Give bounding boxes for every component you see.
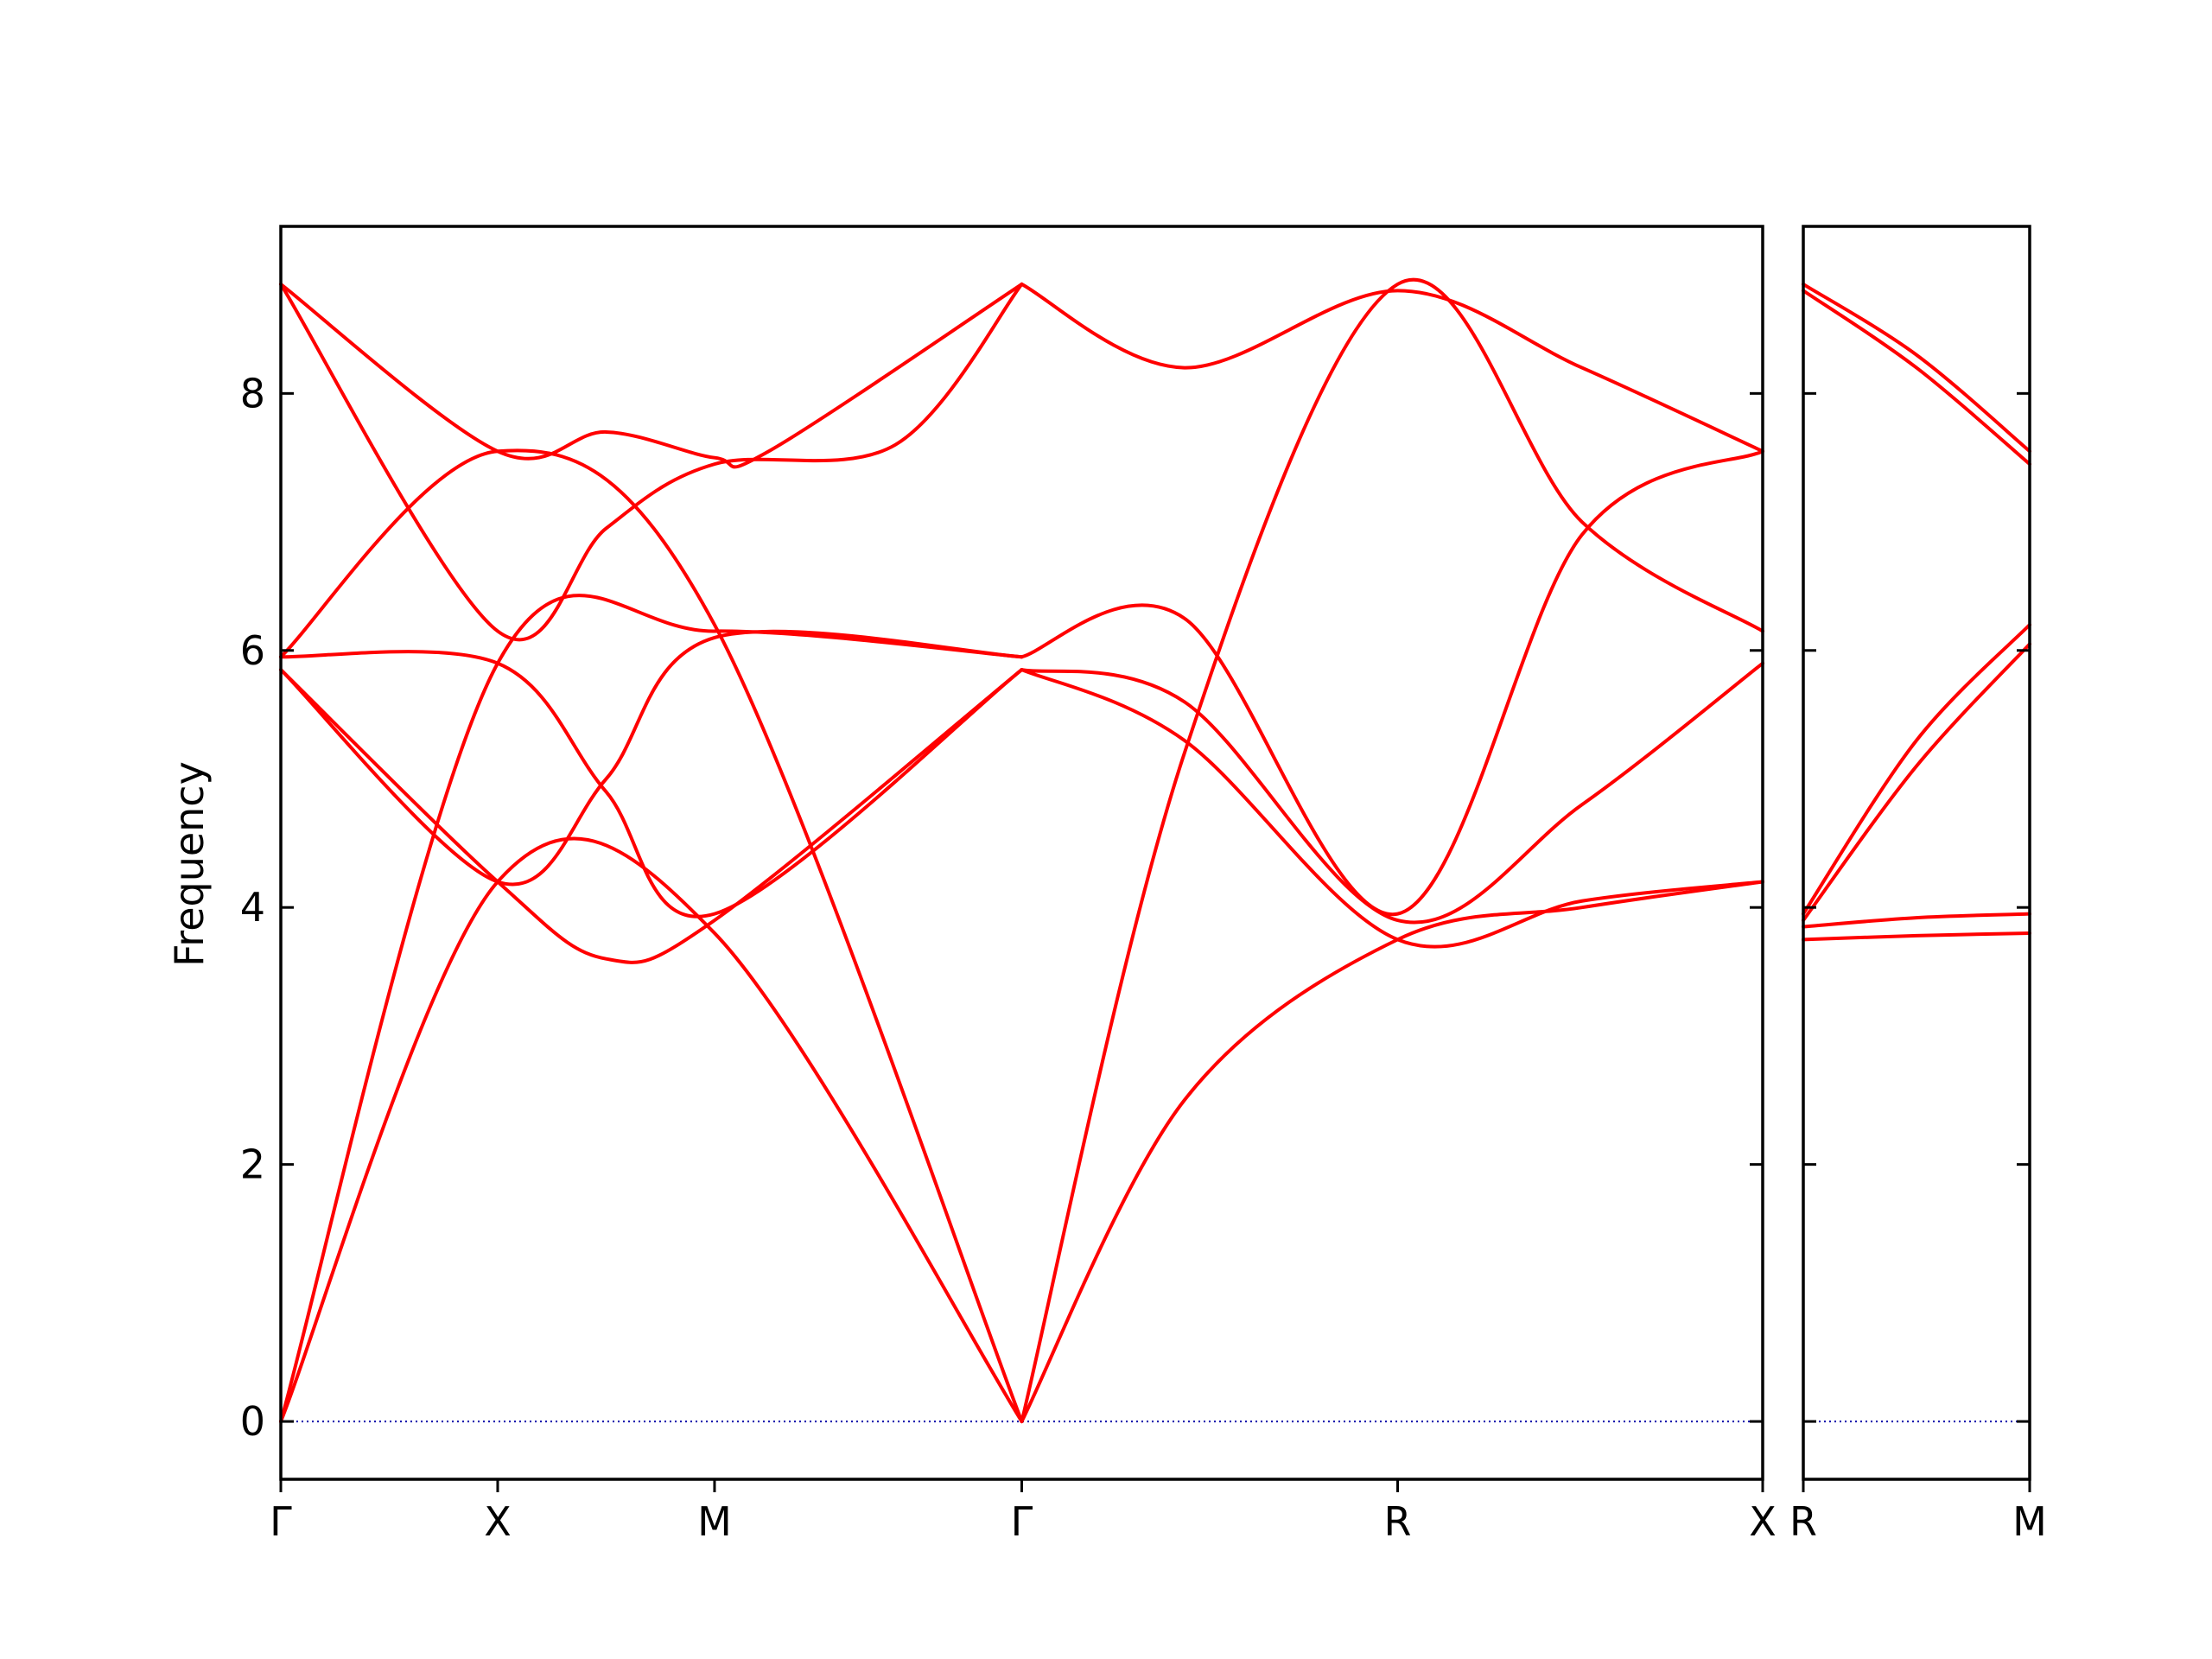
band-line-6: [1802, 912, 2031, 929]
band-line-12: [1020, 661, 1764, 925]
band-line-8: [279, 282, 1024, 469]
y-tick-label: 2: [240, 1141, 265, 1188]
plot-frame: [1802, 225, 2031, 1481]
x-tick-label: Γ: [1011, 1498, 1033, 1545]
band-line-6: [279, 650, 1024, 918]
y-tick-label: 0: [240, 1398, 265, 1445]
band-line-11: [1020, 668, 1764, 949]
band-line-1: [1802, 282, 2031, 454]
band-line-4: [279, 629, 1024, 887]
band-line-5: [279, 448, 1024, 1424]
y-tick-label: 8: [240, 370, 265, 416]
band-line-2: [279, 594, 1024, 1424]
band-line-9: [1020, 880, 1764, 1424]
y-axis-label: Frequency: [166, 761, 213, 967]
band-line-2: [1802, 289, 2031, 467]
panel-main: 0 2 4 6 8 Γ X M Γ R X: [240, 225, 1777, 1545]
x-tick-label: Γ: [270, 1498, 292, 1545]
band-line-5: [1802, 931, 2031, 942]
x-tick-label: M: [697, 1498, 732, 1545]
x-tick-label: X: [484, 1498, 512, 1545]
x-tick-label: R: [1384, 1498, 1412, 1545]
x-tick-label: X: [1749, 1498, 1777, 1545]
band-line-3: [1802, 623, 2031, 916]
y-tick-label: 4: [240, 884, 265, 931]
band-line-7: [279, 282, 1024, 642]
x-tick-label: R: [1789, 1498, 1817, 1545]
y-tick-label: 6: [240, 627, 265, 674]
band-line-14: [1020, 282, 1764, 454]
band-line-4: [1802, 642, 2031, 923]
x-tick-label: M: [2012, 1498, 2047, 1545]
band-line-10: [1020, 277, 1764, 1424]
band-line-13: [1020, 449, 1764, 916]
band-line-3: [279, 668, 1024, 964]
band-line-1: [279, 836, 1024, 1424]
